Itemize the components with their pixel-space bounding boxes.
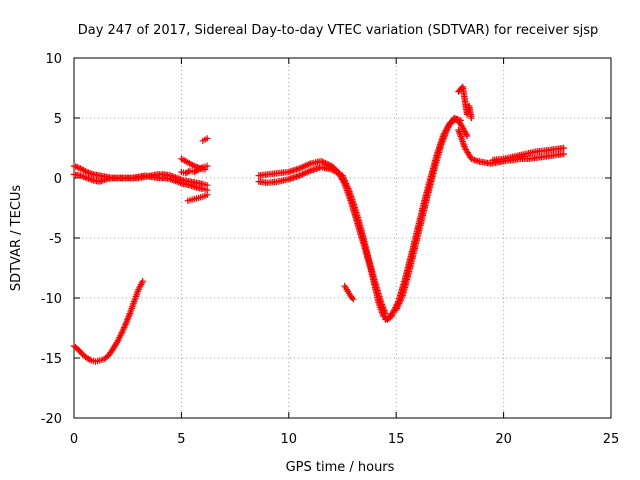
data-point <box>350 296 357 303</box>
data-point <box>388 311 396 318</box>
data-point <box>201 166 209 173</box>
y-tick-label: -10 <box>41 292 62 307</box>
chart-title: Day 247 of 2017, Sidereal Day-to-day VTE… <box>78 23 599 38</box>
x-tick-label: 15 <box>388 432 405 447</box>
data-point <box>382 310 389 317</box>
y-tick-label: -20 <box>41 412 62 427</box>
y-tick-label: -5 <box>49 232 62 247</box>
data-point <box>468 114 475 122</box>
tick-layer: 0 5 10 15 20 25 -20 -15 -10 -5 0 5 10 <box>41 52 620 447</box>
data-point <box>139 278 146 285</box>
y-tick-label: 10 <box>45 52 62 67</box>
data-point <box>463 132 471 140</box>
data-point <box>560 144 567 152</box>
y-axis-label: SDTVAR / TECUs <box>9 185 24 292</box>
x-tick-label: 25 <box>603 432 620 447</box>
y-tick-label: 5 <box>54 112 62 127</box>
x-tick-label: 20 <box>495 432 512 447</box>
data-point <box>203 191 211 198</box>
data-point <box>457 117 464 124</box>
data-layer <box>70 83 567 365</box>
data-point <box>348 294 356 302</box>
x-tick-label: 5 <box>177 432 185 447</box>
data-point <box>203 162 211 170</box>
y-tick-label: -15 <box>41 352 62 367</box>
data-point <box>560 150 567 158</box>
x-tick-label: 10 <box>281 432 298 447</box>
data-point <box>86 356 93 363</box>
data-point <box>203 135 211 142</box>
x-axis-label: GPS time / hours <box>286 460 395 475</box>
data-point <box>463 131 470 138</box>
y-tick-label: 0 <box>54 172 62 187</box>
x-tick-label: 0 <box>70 432 78 447</box>
data-point <box>389 310 396 317</box>
